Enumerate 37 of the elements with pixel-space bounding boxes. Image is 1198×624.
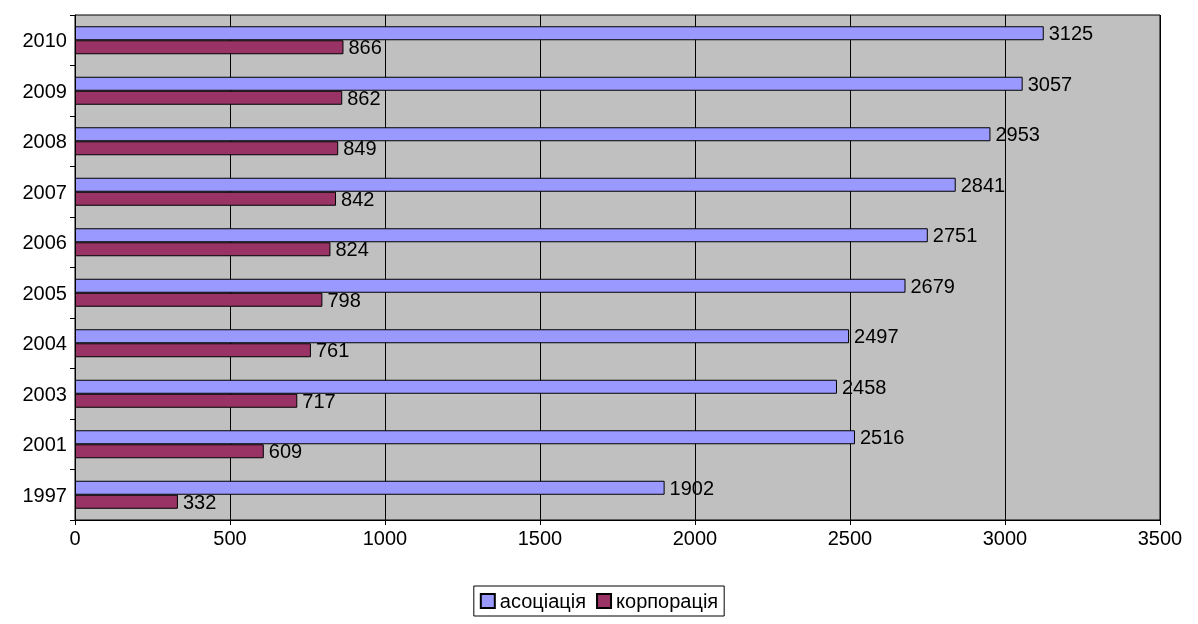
data-label: 717 — [302, 389, 336, 412]
y-tick-label: 2003 — [22, 382, 67, 405]
y-tick-label: 2008 — [22, 130, 67, 153]
x-tick-label: 1500 — [517, 527, 563, 549]
data-label: 862 — [347, 86, 381, 109]
data-label: 2751 — [932, 224, 978, 247]
y-tick-label: 2006 — [22, 231, 67, 254]
data-label: 2841 — [960, 173, 1006, 196]
y-tick-label: 2004 — [22, 332, 67, 355]
x-tick-label: 2000 — [672, 527, 718, 549]
x-tick-label: 0 — [69, 527, 81, 549]
data-label: 798 — [327, 288, 361, 311]
data-label: 2497 — [854, 325, 899, 348]
legend-label: корпорація — [616, 590, 719, 612]
data-label: 332 — [182, 490, 217, 513]
y-tick-label: 2007 — [22, 180, 67, 203]
data-label: 609 — [268, 440, 303, 463]
x-tick-label: 500 — [213, 527, 247, 549]
x-tick-label: 1000 — [362, 527, 408, 549]
data-label: 849 — [343, 137, 377, 160]
y-tick-label: 2005 — [22, 281, 67, 304]
y-tick-label: 2009 — [22, 79, 67, 102]
data-label: 3057 — [1027, 72, 1073, 95]
legend-label: асоціація — [499, 590, 587, 612]
data-label: 842 — [341, 187, 375, 210]
x-tick-label: 3000 — [982, 527, 1028, 549]
data-label: 2516 — [859, 426, 905, 449]
x-tick-label: 3500 — [1137, 527, 1183, 549]
y-tick-label: 1997 — [22, 483, 67, 506]
data-label: 2679 — [910, 274, 955, 297]
data-label: 761 — [315, 339, 350, 362]
x-tick-label: 2500 — [827, 527, 873, 549]
y-tick-label: 2010 — [22, 29, 67, 52]
y-tick-label: 2001 — [22, 433, 67, 456]
data-label: 824 — [335, 238, 369, 261]
data-label: 3125 — [1048, 22, 1094, 45]
data-label: 866 — [348, 36, 382, 59]
